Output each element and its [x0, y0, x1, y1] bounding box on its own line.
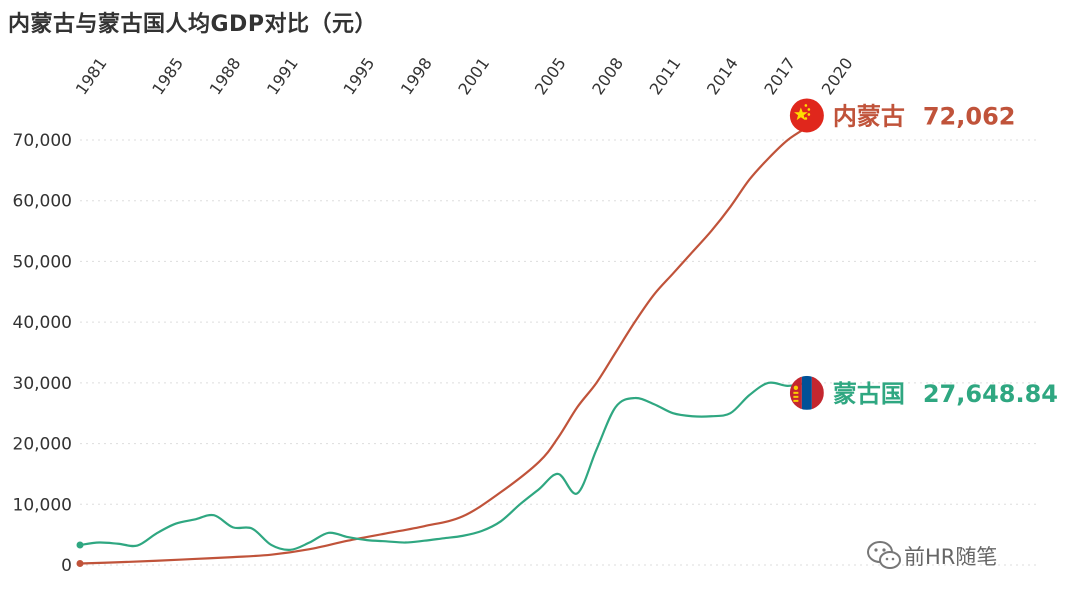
y-tick-label: 30,000 — [13, 374, 72, 394]
y-axis: 0 10,000 20,000 30,000 40,000 50,000 60,000 70,… — [13, 131, 72, 576]
y-tick-label: 70,000 — [13, 131, 72, 151]
x-tick-label: 1985 — [148, 54, 187, 98]
series-start-point — [76, 541, 84, 549]
watermark: 前HR随笔 — [867, 541, 997, 569]
series-end-value: 72,062 — [923, 102, 1016, 130]
x-tick-label: 1998 — [397, 54, 436, 98]
series-start-point — [76, 559, 84, 567]
y-tick-label: 50,000 — [13, 252, 72, 272]
x-tick-label: 2005 — [531, 54, 570, 98]
series-line-mongolia — [79, 381, 808, 551]
x-tick-label: 1991 — [263, 54, 302, 98]
x-tick-label: 2017 — [760, 54, 799, 98]
mongolia-flag-icon — [789, 375, 824, 410]
y-tick-label: 0 — [61, 556, 72, 576]
x-axis: 1981 1985 1988 1991 1995 1998 2001 2005 2008 2011… — [72, 54, 857, 98]
series-name-label: 蒙古国 — [833, 380, 905, 408]
wechat-icon — [867, 541, 901, 569]
x-tick-label: 1988 — [206, 54, 245, 98]
series-end-value: 27,648.84 — [923, 380, 1058, 408]
x-tick-label: 1981 — [72, 54, 111, 98]
x-tick-label: 2008 — [588, 54, 627, 98]
x-tick-label: 2014 — [703, 54, 742, 98]
x-tick-label: 1995 — [340, 54, 379, 98]
series-line-inner-mongolia — [79, 126, 808, 565]
series-layer — [76, 126, 808, 567]
y-tick-label: 10,000 — [13, 495, 72, 515]
grid-layer — [80, 139, 1040, 566]
x-tick-label: 2020 — [818, 54, 857, 98]
x-tick-label: 2001 — [454, 54, 493, 98]
x-tick-label: 2011 — [646, 54, 685, 98]
y-tick-label: 60,000 — [13, 192, 72, 212]
chart-title: 内蒙古与蒙古国人均GDP对比（元） — [8, 12, 377, 37]
y-tick-label: 20,000 — [13, 435, 72, 455]
y-tick-label: 40,000 — [13, 313, 72, 333]
series-name-label: 内蒙古 — [833, 102, 905, 130]
end-labels: 内蒙古 72,062 蒙古国 27,648.84 — [789, 98, 1058, 410]
watermark-text: 前HR随笔 — [904, 545, 997, 569]
china-flag-icon — [789, 98, 824, 133]
